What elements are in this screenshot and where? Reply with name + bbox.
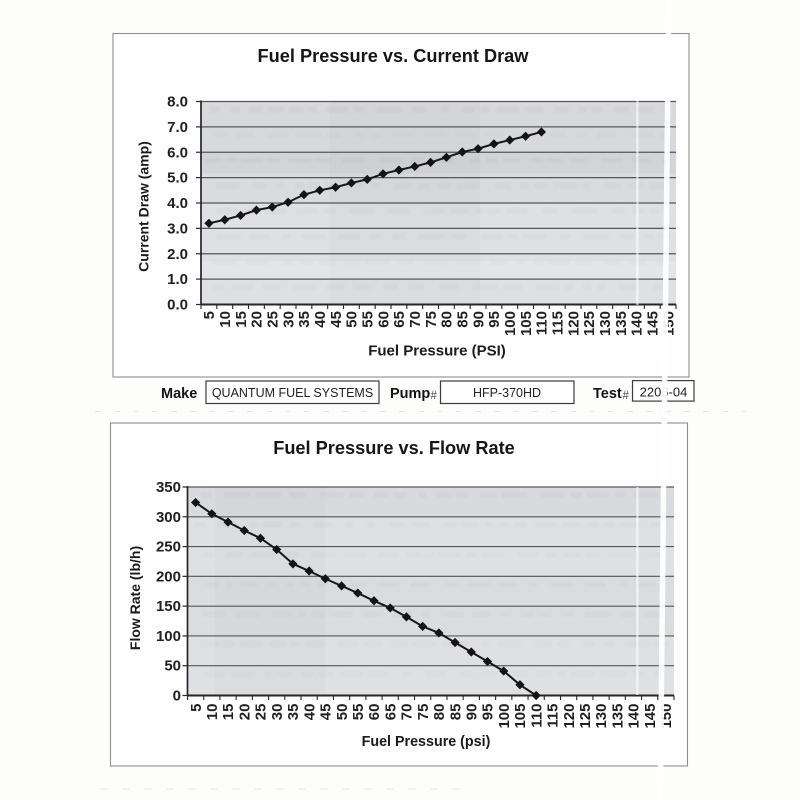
svg-text:45: 45 xyxy=(318,704,335,721)
svg-text:2.0: 2.0 xyxy=(167,246,188,263)
svg-text:5: 5 xyxy=(201,311,218,319)
svg-text:90: 90 xyxy=(470,311,487,328)
svg-text:25: 25 xyxy=(253,704,270,721)
svg-text:55: 55 xyxy=(350,704,367,721)
svg-text:115: 115 xyxy=(545,704,562,728)
svg-text:50: 50 xyxy=(344,311,361,328)
svg-text:10: 10 xyxy=(217,311,234,328)
svg-text:3.0: 3.0 xyxy=(167,220,188,237)
svg-text:100: 100 xyxy=(496,704,513,729)
svg-text:100: 100 xyxy=(502,311,519,336)
svg-text:35: 35 xyxy=(296,311,313,328)
svg-text:95: 95 xyxy=(480,704,497,721)
svg-text:10: 10 xyxy=(204,704,221,721)
svg-text:#: # xyxy=(623,390,630,402)
svg-text:Fuel Pressure (psi): Fuel Pressure (psi) xyxy=(362,734,491,750)
svg-text:150: 150 xyxy=(156,598,181,615)
svg-text:15: 15 xyxy=(233,311,250,328)
svg-text:95: 95 xyxy=(486,311,503,328)
svg-text:25: 25 xyxy=(264,311,281,328)
svg-text:QUANTUM FUEL SYSTEMS: QUANTUM FUEL SYSTEMS xyxy=(212,386,373,400)
svg-text:30: 30 xyxy=(280,311,297,328)
svg-text:70: 70 xyxy=(399,704,416,721)
svg-text:145: 145 xyxy=(644,311,661,336)
svg-text:120: 120 xyxy=(565,311,582,336)
svg-text:135: 135 xyxy=(613,311,630,336)
svg-text:350: 350 xyxy=(156,479,181,496)
svg-text:75: 75 xyxy=(415,704,432,721)
svg-text:50: 50 xyxy=(164,658,181,675)
svg-text:45: 45 xyxy=(328,311,345,328)
svg-text:70: 70 xyxy=(407,311,424,328)
svg-text:65: 65 xyxy=(391,311,408,328)
svg-text:40: 40 xyxy=(301,704,318,721)
svg-text:60: 60 xyxy=(366,704,383,721)
svg-text:75: 75 xyxy=(423,311,440,328)
svg-text:5: 5 xyxy=(188,704,205,712)
svg-text:85: 85 xyxy=(447,704,464,721)
svg-text:7.0: 7.0 xyxy=(167,119,188,136)
svg-text:20: 20 xyxy=(236,704,253,721)
svg-text:80: 80 xyxy=(431,704,448,721)
svg-text:110: 110 xyxy=(534,311,551,335)
svg-text:110: 110 xyxy=(528,704,545,728)
svg-text:0: 0 xyxy=(173,688,181,705)
svg-text:125: 125 xyxy=(581,311,598,336)
svg-text:200: 200 xyxy=(156,568,181,585)
svg-text:250: 250 xyxy=(156,539,181,556)
svg-text:35: 35 xyxy=(285,704,302,721)
svg-text:Fuel Pressure vs. Flow Rate: Fuel Pressure vs. Flow Rate xyxy=(273,438,515,458)
svg-text:65: 65 xyxy=(382,704,399,721)
svg-text:105: 105 xyxy=(518,311,535,336)
svg-text:20: 20 xyxy=(249,311,266,328)
svg-text:105: 105 xyxy=(512,704,529,729)
svg-text:Pump: Pump xyxy=(390,386,430,402)
svg-text:140: 140 xyxy=(629,311,646,336)
svg-text:50: 50 xyxy=(334,704,351,721)
svg-text:90: 90 xyxy=(463,704,480,721)
svg-text:1.0: 1.0 xyxy=(167,271,188,288)
svg-text:Fuel Pressure (PSI): Fuel Pressure (PSI) xyxy=(368,343,506,360)
svg-text:8.0: 8.0 xyxy=(167,94,188,111)
svg-text:40: 40 xyxy=(312,311,329,328)
svg-text:85: 85 xyxy=(454,311,471,328)
svg-text:125: 125 xyxy=(577,704,594,729)
svg-text:HFP-370HD: HFP-370HD xyxy=(473,386,541,400)
svg-text:30: 30 xyxy=(269,704,286,721)
svg-text:60: 60 xyxy=(375,311,392,328)
svg-text:Current Draw (amp): Current Draw (amp) xyxy=(136,141,152,272)
svg-text:Make: Make xyxy=(161,386,197,402)
svg-text:0.0: 0.0 xyxy=(167,297,188,314)
svg-text:Flow Rate (lb/h): Flow Rate (lb/h) xyxy=(127,546,143,650)
svg-text:130: 130 xyxy=(597,311,614,336)
svg-text:#: # xyxy=(431,390,438,402)
svg-text:300: 300 xyxy=(156,509,181,526)
svg-text:115: 115 xyxy=(549,311,566,335)
svg-text:135: 135 xyxy=(609,704,626,729)
svg-text:120: 120 xyxy=(561,704,578,729)
svg-text:5.0: 5.0 xyxy=(167,170,188,187)
svg-text:140: 140 xyxy=(626,704,643,729)
svg-text:Test: Test xyxy=(593,386,622,402)
svg-text:15: 15 xyxy=(220,704,237,721)
svg-text:80: 80 xyxy=(439,311,456,328)
svg-text:55: 55 xyxy=(359,311,376,328)
svg-text:6.0: 6.0 xyxy=(167,144,188,161)
svg-text:4.0: 4.0 xyxy=(167,195,188,212)
svg-text:145: 145 xyxy=(642,704,659,729)
svg-text:130: 130 xyxy=(593,704,610,729)
svg-text:100: 100 xyxy=(156,628,181,645)
svg-text:Fuel Pressure vs. Current Draw: Fuel Pressure vs. Current Draw xyxy=(258,46,530,66)
